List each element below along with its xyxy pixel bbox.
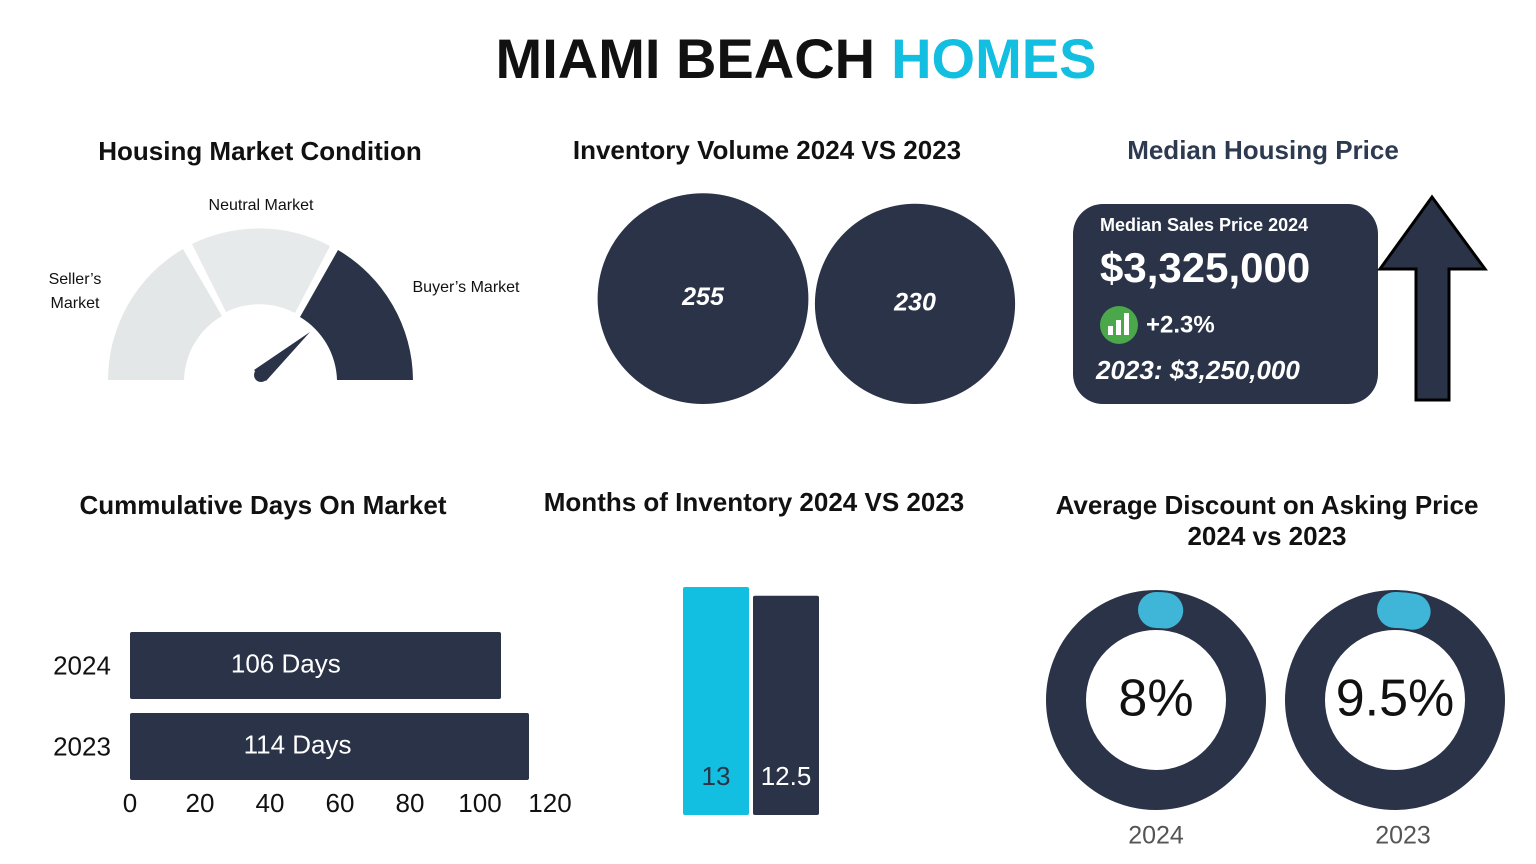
card-previous: 2023: $3,250,000 xyxy=(1095,355,1300,385)
gauge: Neutral Market Buyer’s Market xyxy=(108,197,520,382)
gauge-segment xyxy=(300,250,413,380)
card-change: +2.3% xyxy=(1146,311,1215,338)
bubble xyxy=(597,193,809,404)
bar xyxy=(130,632,501,699)
section-title: Median Housing Price xyxy=(1127,135,1399,165)
x-tick-label: 60 xyxy=(326,788,355,818)
gauge-segment xyxy=(192,228,330,313)
value-label: 8% xyxy=(1118,670,1193,728)
value-label: 9.5% xyxy=(1336,670,1455,728)
x-tick-label: 20 xyxy=(186,788,215,818)
gauge-label: Seller’s Market xyxy=(48,271,102,312)
value-label: 106 Days xyxy=(231,648,341,678)
icon-bar xyxy=(1116,320,1121,335)
price-card: Median Sales Price 2024 $3,325,000 +2.3%… xyxy=(1073,194,1488,404)
bubble-label: 255 xyxy=(681,283,725,311)
card-price: $3,325,000 xyxy=(1100,244,1310,291)
bar xyxy=(683,586,749,815)
y-tick-label: 2023 xyxy=(53,731,111,761)
icon-bar xyxy=(1108,326,1113,335)
page-title: MIAMI BEACH HOMES xyxy=(496,27,1097,90)
category-label: 2023 xyxy=(1375,822,1431,850)
section-title: Months of Inventory 2024 VS 2023 xyxy=(544,487,964,517)
icon-bar xyxy=(1124,313,1129,335)
gauge-label: Buyer’s Market xyxy=(413,279,521,296)
x-tick-label: 0 xyxy=(123,788,137,818)
value-label: 114 Days xyxy=(244,729,352,759)
title-main: MIAMI BEACH xyxy=(496,27,876,90)
section-title: Inventory Volume 2024 VS 2023 xyxy=(573,135,961,165)
x-tick-label: 120 xyxy=(528,788,571,818)
category-label: 2024 xyxy=(1128,822,1184,850)
title-accent: HOMES xyxy=(891,27,1096,90)
gauge-label: Neutral Market xyxy=(209,197,314,214)
section-title: Cummulative Days On Market xyxy=(79,490,446,520)
donut-arc xyxy=(1287,592,1503,808)
value-label: 13 xyxy=(702,761,731,791)
bar xyxy=(753,595,819,815)
bar xyxy=(130,713,529,780)
gauge-needle xyxy=(254,332,310,381)
card-label: Median Sales Price 2024 xyxy=(1100,215,1308,235)
section-title: Average Discount on Asking Price 2024 vs… xyxy=(1055,490,1479,551)
x-tick-label: 80 xyxy=(396,788,425,818)
bubble-label: 230 xyxy=(893,289,936,317)
bubble xyxy=(814,203,1016,404)
gauge-segment xyxy=(108,249,222,380)
card-bg xyxy=(1073,204,1378,404)
value-label: 12.5 xyxy=(761,761,812,791)
x-tick-label: 100 xyxy=(458,788,501,818)
y-tick-label: 2024 xyxy=(53,650,111,680)
gauge-hub xyxy=(254,368,268,382)
up-arrow xyxy=(1377,194,1488,402)
donut-arc xyxy=(1048,592,1264,808)
section-title: Housing Market Condition xyxy=(98,136,422,166)
x-tick-label: 40 xyxy=(256,788,285,818)
